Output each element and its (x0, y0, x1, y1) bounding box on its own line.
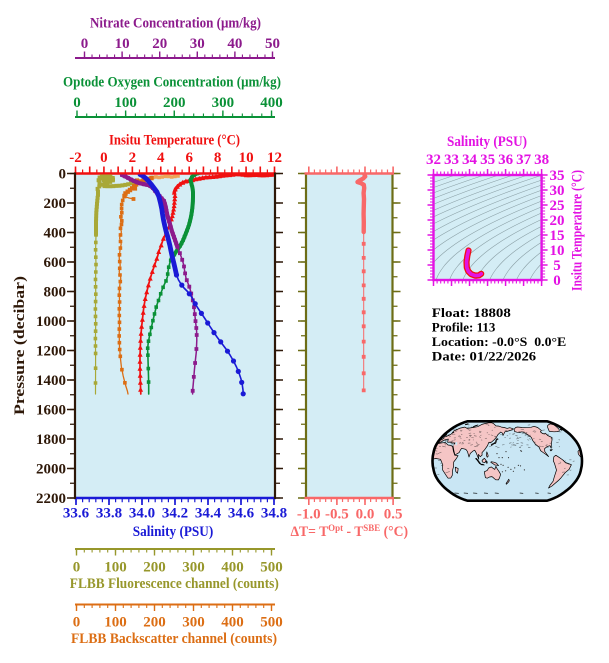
svg-text:2000: 2000 (36, 462, 66, 478)
svg-text:5: 5 (553, 258, 561, 274)
svg-text:0.5: 0.5 (384, 507, 403, 523)
svg-text:25: 25 (550, 198, 565, 214)
svg-text:400: 400 (44, 226, 67, 242)
svg-text:0: 0 (73, 615, 81, 631)
svg-text:300: 300 (212, 95, 235, 111)
svg-text:400: 400 (221, 615, 244, 631)
svg-text:34.6: 34.6 (228, 506, 255, 522)
svg-text:400: 400 (260, 95, 283, 111)
svg-text:Optode Oxygen Concentration (μ: Optode Oxygen Concentration (μm/kg) (63, 75, 281, 91)
svg-text:ΔT= TOpt - TSBE (°C): ΔT= TOpt - TSBE (°C) (291, 524, 409, 540)
svg-text:200: 200 (44, 196, 67, 212)
svg-text:32: 32 (426, 152, 441, 168)
svg-text:34.0: 34.0 (129, 506, 155, 522)
svg-text:0: 0 (59, 167, 67, 183)
svg-text:Nitrate Concentration (μm/kg): Nitrate Concentration (μm/kg) (90, 16, 261, 32)
svg-text:0: 0 (73, 95, 81, 111)
svg-text:1200: 1200 (36, 344, 66, 360)
svg-text:34: 34 (462, 152, 478, 168)
svg-text:37: 37 (516, 152, 532, 168)
svg-text:38: 38 (534, 152, 549, 168)
svg-text:-1.0: -1.0 (297, 507, 321, 523)
svg-text:100: 100 (114, 95, 137, 111)
svg-text:34.4: 34.4 (195, 506, 222, 522)
svg-text:100: 100 (104, 560, 127, 576)
svg-text:10: 10 (550, 243, 565, 259)
svg-text:6: 6 (185, 150, 193, 166)
svg-text:800: 800 (44, 285, 67, 301)
svg-text:100: 100 (104, 615, 127, 631)
svg-text:10: 10 (239, 150, 254, 166)
svg-text:-0.5: -0.5 (325, 507, 349, 523)
svg-text:200: 200 (143, 560, 166, 576)
svg-text:20: 20 (152, 36, 167, 52)
svg-text:36: 36 (498, 152, 514, 168)
svg-text:12: 12 (267, 150, 282, 166)
svg-text:500: 500 (260, 615, 283, 631)
svg-text:0: 0 (100, 150, 108, 166)
svg-text:-2: -2 (69, 150, 82, 166)
svg-text:Salinity (PSU): Salinity (PSU) (447, 134, 527, 150)
svg-text:4: 4 (157, 150, 165, 166)
svg-text:Date: 01/22/2026: Date: 01/22/2026 (432, 349, 537, 364)
svg-text:300: 300 (182, 560, 205, 576)
svg-text:Insitu Temperature (°C): Insitu Temperature (°C) (570, 170, 586, 291)
svg-text:500: 500 (260, 560, 283, 576)
svg-text:Location: -0.0°S 0.0°E: Location: -0.0°S 0.0°E (432, 334, 567, 349)
svg-text:15: 15 (550, 228, 565, 244)
svg-text:34.8: 34.8 (261, 506, 287, 522)
svg-text:400: 400 (221, 560, 244, 576)
svg-text:34.2: 34.2 (162, 506, 188, 522)
svg-text:33: 33 (444, 152, 459, 168)
svg-text:Pressure (decibar): Pressure (decibar) (12, 276, 28, 415)
svg-text:200: 200 (143, 615, 166, 631)
svg-text:0: 0 (553, 273, 561, 289)
svg-text:0: 0 (73, 560, 81, 576)
svg-text:Salinity (PSU): Salinity (PSU) (133, 524, 214, 540)
svg-text:40: 40 (227, 36, 242, 52)
svg-text:300: 300 (182, 615, 205, 631)
svg-text:0: 0 (81, 36, 89, 52)
svg-text:35: 35 (550, 168, 565, 184)
svg-text:30: 30 (550, 183, 565, 199)
svg-text:20: 20 (550, 213, 565, 229)
svg-text:50: 50 (265, 36, 280, 52)
svg-text:Float: 18808: Float: 18808 (432, 305, 512, 320)
svg-text:1600: 1600 (36, 403, 66, 419)
svg-text:1000: 1000 (36, 314, 66, 330)
svg-text:600: 600 (44, 255, 67, 271)
svg-text:0.0: 0.0 (356, 507, 375, 523)
svg-text:35: 35 (480, 152, 495, 168)
svg-text:1800: 1800 (36, 432, 66, 448)
svg-text:FLBB Fluorescence channel (cou: FLBB Fluorescence channel (counts) (70, 576, 279, 592)
svg-text:10: 10 (115, 36, 130, 52)
svg-text:2200: 2200 (36, 491, 66, 507)
svg-text:FLBB Backscatter channel (coun: FLBB Backscatter channel (counts) (71, 631, 277, 647)
svg-text:Insitu Temperature (°C): Insitu Temperature (°C) (109, 133, 240, 149)
svg-text:30: 30 (190, 36, 205, 52)
svg-text:8: 8 (214, 150, 222, 166)
svg-text:200: 200 (163, 95, 186, 111)
svg-text:33.6: 33.6 (63, 506, 90, 522)
svg-text:Profile: 113: Profile: 113 (432, 320, 496, 335)
svg-text:33.8: 33.8 (96, 506, 122, 522)
svg-text:1400: 1400 (36, 373, 66, 389)
svg-text:2: 2 (129, 150, 137, 166)
